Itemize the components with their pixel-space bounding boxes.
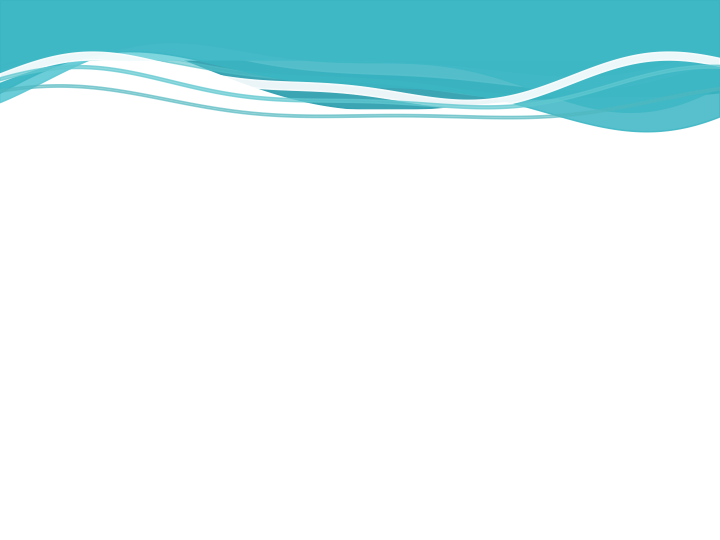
Text: Types of Decay: Types of Decay — [25, 120, 400, 163]
Text: ∞: ∞ — [25, 182, 43, 202]
Text: higher energy.: higher energy. — [95, 328, 225, 346]
Text: Beta = an electron.  The electron comes from the: Beta = an electron. The electron comes f… — [95, 288, 543, 306]
Text: 1.: 1. — [72, 234, 88, 252]
Text: nuclear reactions.: nuclear reactions. — [60, 202, 222, 220]
Text: particle, but relatively low energy.: particle, but relatively low energy. — [95, 254, 403, 272]
Text: Gamma = release of a photon of energy.  Very light: Gamma = release of a photon of energy. V… — [95, 358, 559, 376]
Text: mass with very high energy.: mass with very high energy. — [95, 378, 348, 396]
Text: 2.: 2. — [72, 288, 88, 306]
Text: Alpha = a helium nuclei (He-4).  This is a massive: Alpha = a helium nuclei (He-4). This is … — [95, 234, 545, 252]
Text: There are a few common types of particles found in: There are a few common types of particle… — [60, 180, 527, 198]
Text: 3.: 3. — [72, 358, 88, 376]
Text: neutron changing it into a proton.  Light mass, but: neutron changing it into a proton. Light… — [95, 308, 551, 326]
